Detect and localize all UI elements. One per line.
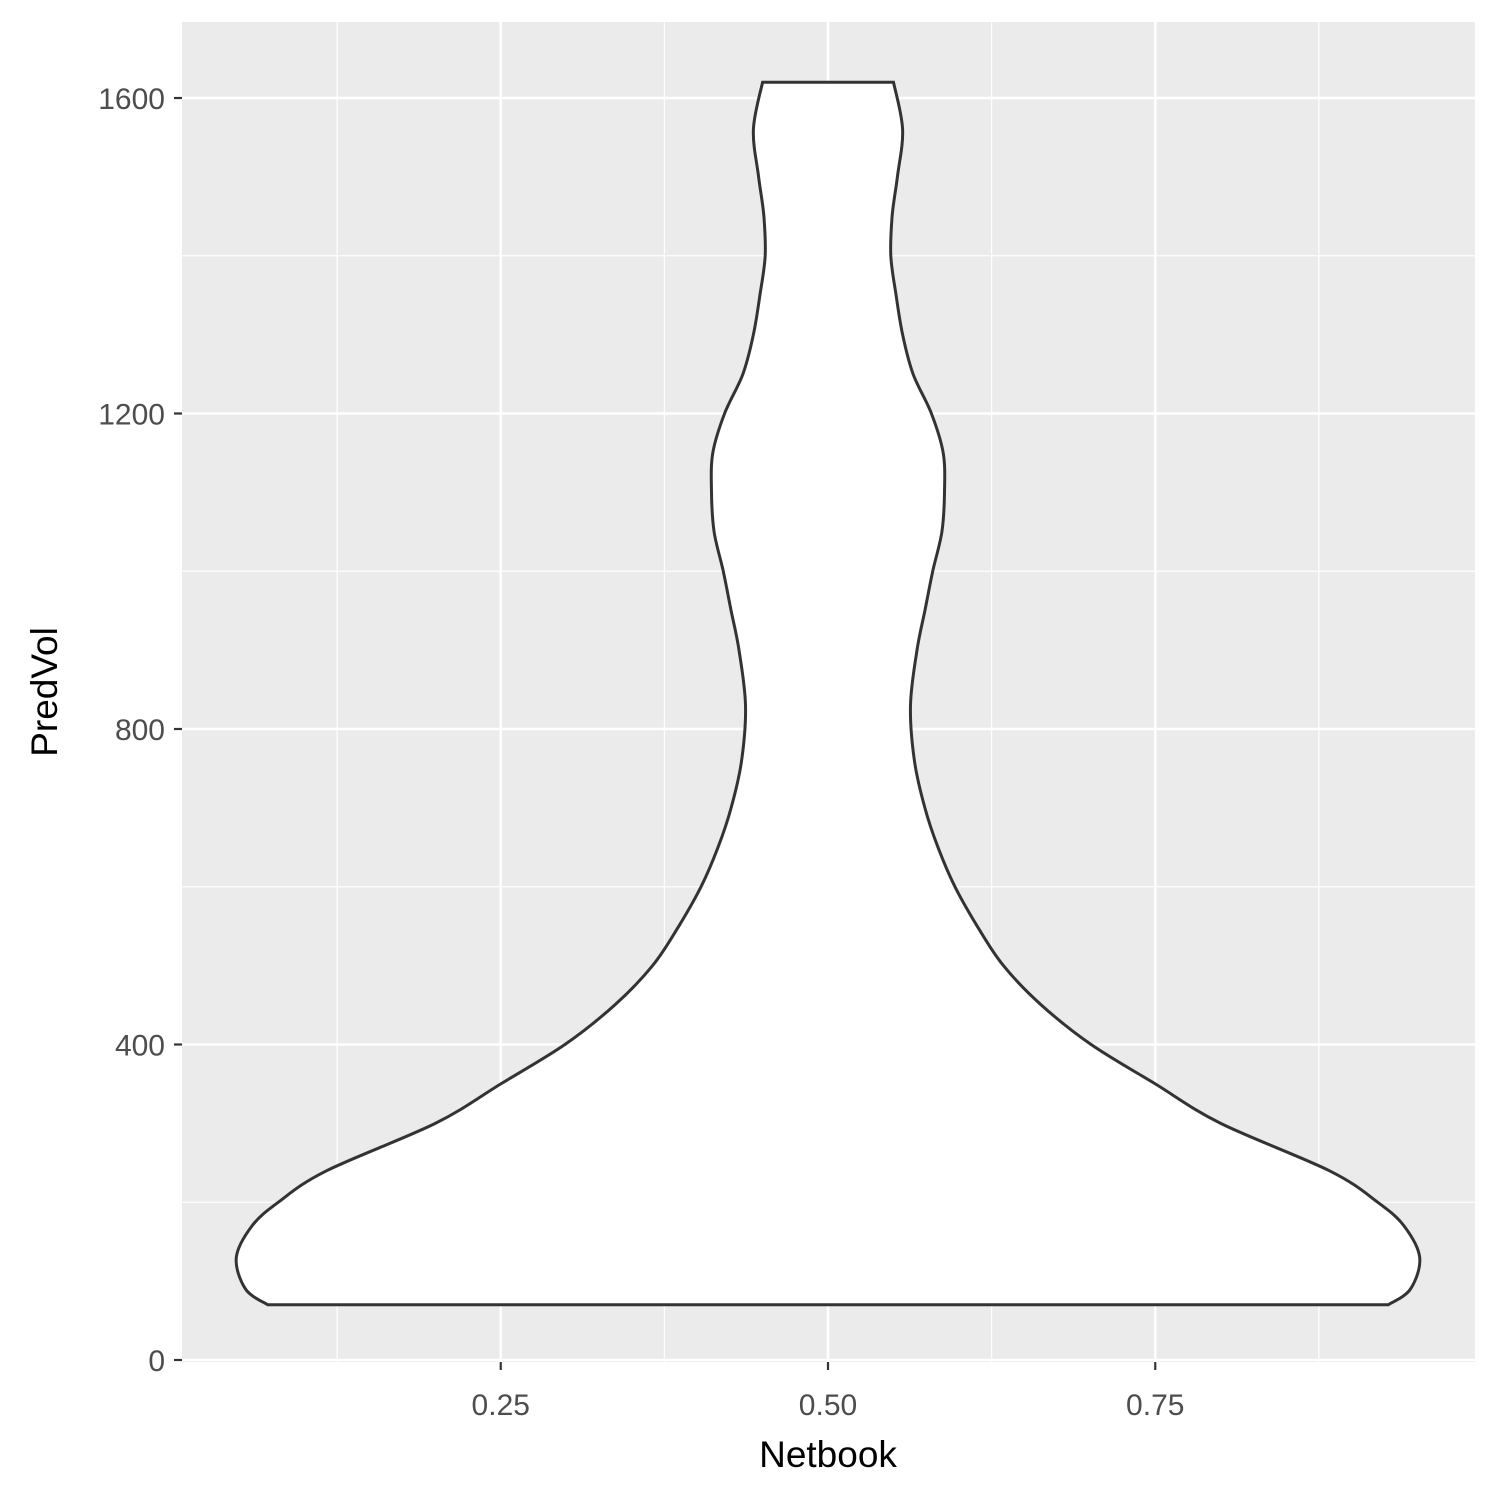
y-axis-title: PredVol — [24, 627, 65, 757]
x-tick-label: 0.75 — [1126, 1389, 1184, 1422]
violin-shape — [234, 80, 1422, 1307]
y-tick-label: 0 — [148, 1345, 165, 1378]
x-axis: 0.25 0.50 0.75 — [472, 1362, 1184, 1422]
y-tick-label: 400 — [115, 1030, 165, 1063]
y-tick-label: 1200 — [98, 399, 165, 432]
y-tick-label: 800 — [115, 714, 165, 747]
x-tick-label: 0.25 — [472, 1389, 530, 1422]
y-axis: 0 400 800 1200 1600 — [98, 83, 182, 1378]
x-tick-label: 0.50 — [799, 1389, 857, 1422]
y-tick-label: 1600 — [98, 83, 165, 116]
x-axis-title: Netbook — [759, 1434, 897, 1475]
